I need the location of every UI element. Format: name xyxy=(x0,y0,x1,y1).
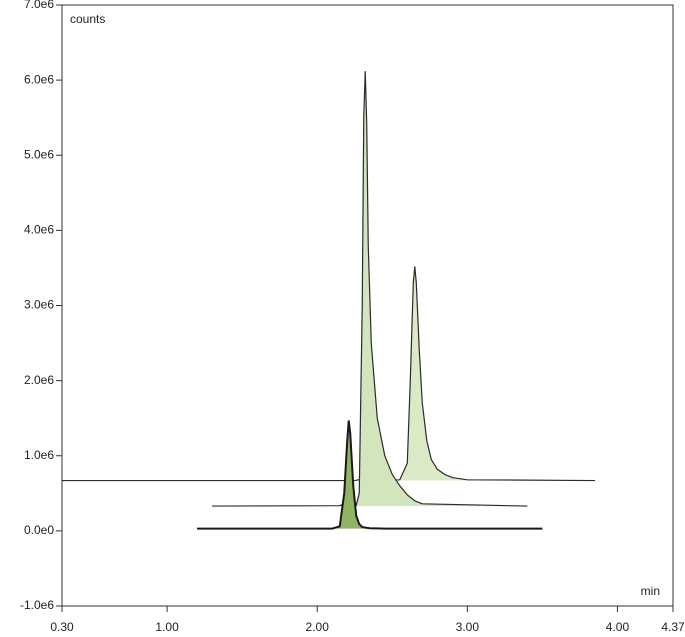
x-tick-label: 3.00 xyxy=(456,620,480,634)
y-tick-label: 1.0e6 xyxy=(24,448,54,462)
y-axis-label: counts xyxy=(70,12,105,26)
x-axis-label: min xyxy=(641,584,660,598)
y-tick-label: 7.0e6 xyxy=(24,0,54,11)
y-tick-label: 6.0e6 xyxy=(24,72,54,86)
trace-line xyxy=(62,266,595,482)
y-tick-label: -1.0e6 xyxy=(20,598,54,612)
peak-area xyxy=(62,266,595,481)
x-tick-label: 1.00 xyxy=(155,620,179,634)
y-tick-label: 2.0e6 xyxy=(24,373,54,387)
x-tick-label: 4.00 xyxy=(606,620,630,634)
y-tick-label: 0.0e0 xyxy=(24,523,54,537)
y-tick-label: 5.0e6 xyxy=(24,147,54,161)
peak-area xyxy=(212,71,528,507)
trace-line xyxy=(197,420,543,530)
x-tick-label: 2.00 xyxy=(306,620,330,634)
x-tick-label: 0.30 xyxy=(50,620,74,634)
x-tick-label: 4.37 xyxy=(661,620,685,634)
y-tick-label: 4.0e6 xyxy=(24,223,54,237)
y-tick-label: 3.0e6 xyxy=(24,298,54,312)
